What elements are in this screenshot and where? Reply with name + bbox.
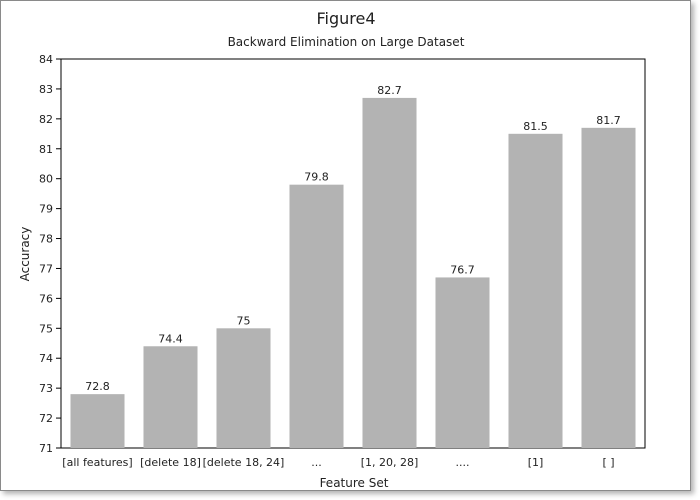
x-tick-label: ... <box>311 456 322 469</box>
bar <box>362 97 417 449</box>
y-tick-label: 77 <box>39 262 53 275</box>
y-tick-label: 76 <box>39 292 53 305</box>
bar-value-label: 74.4 <box>158 332 183 345</box>
x-tick-label: [1] <box>528 456 544 469</box>
x-tick-label: [ ] <box>602 456 614 469</box>
plot-area <box>60 58 646 449</box>
y-tick-label: 74 <box>39 352 53 365</box>
bar <box>289 184 344 448</box>
bar-value-label: 81.7 <box>596 114 621 127</box>
y-tick-label: 82 <box>39 113 53 126</box>
bar-value-label: 72.8 <box>85 380 110 393</box>
bar <box>435 277 490 448</box>
y-tick-label: 71 <box>39 442 53 455</box>
bar <box>581 127 636 449</box>
bar-chart: Figure4 Backward Elimination on Large Da… <box>18 9 646 490</box>
x-tick-label: [delete 18] <box>140 456 201 469</box>
chart-title: Figure4 <box>316 9 375 28</box>
bar-value-label: 75 <box>237 314 251 327</box>
bar <box>216 328 271 448</box>
x-tick-label: [delete 18, 24] <box>203 456 285 469</box>
bar-value-label: 76.7 <box>450 263 475 276</box>
bar-value-label: 81.5 <box>523 120 548 133</box>
bar-series: 72.8 74.4 75 79.8 82.7 76.7 81.5 81.7 <box>70 84 636 449</box>
y-axis-ticks: 71 72 73 74 75 76 77 78 79 80 81 82 83 84 <box>39 53 61 455</box>
x-axis-ticks: [all features] [delete 18] [delete 18, 24]… <box>62 456 614 469</box>
y-tick-label: 78 <box>39 233 53 246</box>
chart-subtitle: Backward Elimination on Large Dataset <box>228 35 465 49</box>
x-axis-title: Feature Set <box>320 476 389 490</box>
x-tick-label: [all features] <box>62 456 132 469</box>
bar <box>143 346 198 448</box>
x-tick-label: .... <box>456 456 470 469</box>
y-tick-label: 80 <box>39 173 53 186</box>
y-tick-label: 84 <box>39 53 53 66</box>
x-tick-label: [1, 20, 28] <box>361 456 419 469</box>
y-tick-label: 79 <box>39 203 53 216</box>
bar <box>70 394 125 448</box>
chart-frame: Figure4 Backward Elimination on Large Da… <box>0 0 691 491</box>
y-tick-label: 83 <box>39 83 53 96</box>
y-tick-label: 73 <box>39 382 53 395</box>
bar-value-label: 79.8 <box>304 171 329 184</box>
y-axis-title: Accuracy <box>18 227 32 282</box>
y-tick-label: 72 <box>39 412 53 425</box>
bar-value-label: 82.7 <box>377 84 402 97</box>
bar <box>508 133 563 449</box>
y-tick-label: 81 <box>39 143 53 156</box>
y-tick-label: 75 <box>39 322 53 335</box>
